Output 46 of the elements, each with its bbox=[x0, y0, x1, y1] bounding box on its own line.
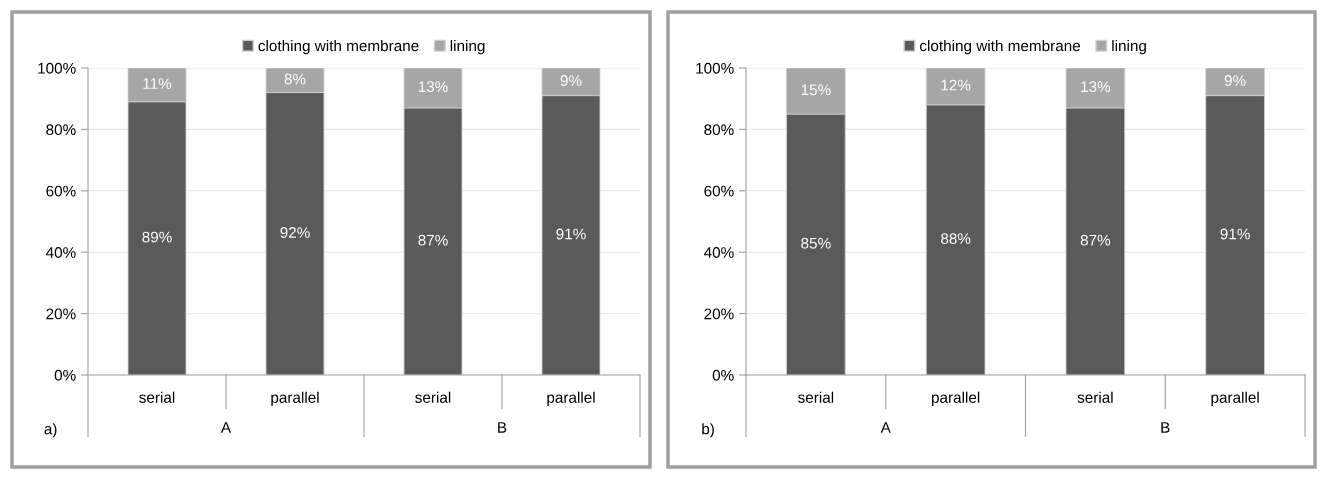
text: 13% bbox=[418, 81, 448, 93]
text: B bbox=[1161, 422, 1170, 433]
text: A bbox=[880, 422, 891, 433]
legend-label: clothing with membrane bbox=[258, 40, 419, 55]
text: 92% bbox=[280, 227, 310, 238]
y-tick-label: 60% bbox=[46, 185, 76, 197]
y-tick-label: 80% bbox=[704, 124, 734, 136]
text: 91% bbox=[556, 228, 586, 240]
text: b) bbox=[702, 423, 714, 438]
text: 12% bbox=[941, 79, 971, 91]
y-tick-label: 0% bbox=[54, 369, 76, 381]
text: 15% bbox=[801, 84, 831, 96]
text: 11% bbox=[143, 78, 172, 89]
x-tick-label: serial bbox=[139, 391, 175, 403]
text: 8% bbox=[284, 73, 306, 85]
text: 85% bbox=[801, 237, 831, 249]
text: A bbox=[220, 422, 232, 433]
y-tick-label: 40% bbox=[703, 247, 734, 258]
text: 91% bbox=[1220, 228, 1250, 240]
y-tick-label: 80% bbox=[46, 124, 76, 136]
x-tick-label: parallel bbox=[271, 391, 319, 406]
text: 89% bbox=[142, 231, 172, 243]
text: 9% bbox=[560, 75, 582, 86]
y-tick-label: 0% bbox=[712, 369, 734, 381]
text: 87% bbox=[1080, 234, 1111, 246]
legend-label: lining bbox=[1112, 40, 1146, 55]
y-tick-label: 60% bbox=[704, 185, 734, 197]
x-tick-label: parallel bbox=[931, 391, 980, 406]
legend-label: lining bbox=[450, 40, 485, 55]
text: 13% bbox=[1081, 81, 1111, 93]
legend-label: clothing with membrane bbox=[920, 40, 1081, 55]
y-tick-label: 20% bbox=[46, 308, 76, 320]
text: 88% bbox=[941, 233, 971, 245]
text: B bbox=[498, 422, 507, 433]
text: 9% bbox=[1224, 75, 1246, 86]
y-tick-label: 100% bbox=[696, 62, 734, 74]
x-tick-label: serial bbox=[1077, 391, 1113, 403]
x-tick-label: parallel bbox=[547, 391, 595, 406]
text: a) bbox=[44, 423, 57, 438]
y-tick-label: 100% bbox=[38, 62, 76, 74]
y-tick-label: 40% bbox=[45, 247, 76, 258]
y-tick-label: 20% bbox=[704, 308, 734, 320]
x-tick-label: serial bbox=[415, 391, 451, 403]
x-tick-label: parallel bbox=[1211, 391, 1259, 406]
x-tick-label: serial bbox=[798, 391, 834, 403]
text: 87% bbox=[418, 234, 448, 246]
